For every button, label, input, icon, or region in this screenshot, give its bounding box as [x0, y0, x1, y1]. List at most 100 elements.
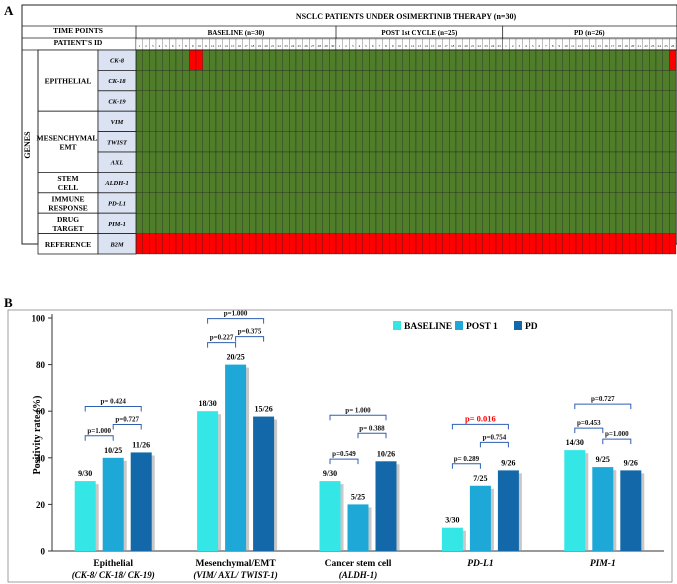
heatmap-cell-negative [302, 70, 310, 91]
heatmap-cell-positive [589, 233, 597, 255]
patient-id-label: 17 [611, 44, 615, 48]
p-value-label: p= 1.000 [345, 406, 371, 414]
heatmap-cell-negative [409, 151, 417, 173]
heatmap-cell-negative [302, 111, 310, 132]
heatmap-cell-negative [235, 172, 243, 193]
heatmap-cell-negative [575, 90, 583, 112]
heatmap-cell-negative [422, 70, 430, 91]
heatmap-cell-negative [169, 70, 177, 91]
heatmap-cell-negative [222, 172, 230, 193]
heatmap-cell-negative [469, 111, 477, 132]
heatmap-cell-negative [249, 111, 257, 132]
heatmap-cell-negative [229, 192, 237, 214]
heatmap-cell-negative [169, 90, 177, 112]
heatmap-cell-negative [222, 151, 230, 173]
heatmap-cell-negative [429, 172, 437, 193]
heatmap-cell-negative [409, 111, 417, 132]
heatmap-cell-negative [242, 131, 250, 153]
heatmap-cell-negative [442, 70, 450, 91]
heatmap-cell-negative [529, 70, 537, 91]
heatmap-cell-negative [269, 151, 277, 173]
heatmap-cell-negative [455, 131, 463, 153]
heatmap-cell-negative [209, 151, 217, 173]
panel-label-b: B [4, 295, 13, 310]
heatmap-cell-positive [489, 233, 497, 255]
heatmap-cell-negative [362, 111, 370, 132]
y-tick-label: 20 [36, 500, 46, 510]
heatmap-cell-negative [522, 49, 530, 71]
heatmap-cell-negative [322, 151, 330, 173]
heatmap-cell-negative [615, 70, 623, 91]
patient-id-label: 4 [359, 44, 361, 48]
heatmap-cell-negative [142, 49, 150, 71]
heatmap-cell-negative [155, 90, 163, 112]
heatmap-cell-negative [615, 192, 623, 214]
heatmap-cell-negative [515, 192, 523, 214]
p-value-label: p= 0.424 [101, 397, 127, 405]
heatmap-cell-negative [349, 131, 357, 153]
heatmap-cell-negative [309, 49, 317, 71]
heatmap-cell-negative [662, 151, 670, 173]
heatmap-title: NSCLC PATIENTS UNDER OSIMERTINIB THERAPY… [296, 12, 517, 21]
y-tick-label: 0 [41, 547, 46, 557]
heatmap-cell-negative [189, 213, 197, 234]
heatmap-cell-negative [135, 49, 143, 71]
heatmap-cell-negative [549, 172, 557, 193]
legend-swatch [455, 321, 463, 330]
heatmap-cell-negative [229, 131, 237, 153]
patient-id-label: 29 [324, 44, 328, 48]
heatmap-cell-negative [382, 213, 390, 234]
heatmap-cell-positive [289, 233, 297, 255]
heatmap-cell-negative [495, 151, 503, 173]
bar-baseline [197, 411, 219, 551]
heatmap-cell-negative [569, 151, 577, 173]
heatmap-cell-negative [555, 213, 563, 234]
heatmap-cell-negative [329, 90, 337, 112]
heatmap-cell-negative [509, 172, 517, 193]
heatmap-cell-negative [215, 213, 223, 234]
time-point-label: BASELINE (n=30) [208, 29, 265, 37]
heatmap-cell-positive [609, 233, 617, 255]
heatmap-cell-negative [449, 151, 457, 173]
heatmap-cell-positive [282, 233, 290, 255]
heatmap-cell-negative [349, 111, 357, 132]
bar-value-label: 9/26 [624, 458, 638, 467]
heatmap-cell-negative [202, 151, 210, 173]
heatmap-cell-negative [609, 213, 617, 234]
heatmap-cell-negative [669, 151, 677, 173]
heatmap-cell-negative [542, 70, 550, 91]
heatmap-cell-negative [602, 70, 610, 91]
heatmap-cell-negative [562, 90, 570, 112]
heatmap-cell-negative [482, 70, 490, 91]
heatmap-cell-negative [222, 213, 230, 234]
heatmap-cell-negative [502, 70, 510, 91]
patient-id-label: 9 [392, 44, 394, 48]
heatmap-cell-negative [275, 192, 283, 214]
heatmap-cell-negative [142, 131, 150, 153]
heatmap-cell-negative [175, 151, 183, 173]
heatmap-cell-negative [535, 213, 543, 234]
patient-id-label: 10 [564, 44, 568, 48]
heatmap-cell-negative [495, 131, 503, 153]
heatmap-cell-negative [382, 70, 390, 91]
heatmap-cell-negative [375, 151, 383, 173]
heatmap-cell-negative [322, 90, 330, 112]
heatmap-cell-negative [489, 49, 497, 71]
heatmap-cell-negative [329, 213, 337, 234]
patient-id-label: 15 [598, 44, 602, 48]
heatmap-cell-negative [222, 70, 230, 91]
bar-pd [497, 470, 519, 551]
x-category-sublabel: (ALDH-1) [339, 570, 378, 580]
bar-post-1 [592, 467, 614, 551]
p-value-label: p=0.727 [591, 395, 615, 403]
heatmap-cell-negative [449, 70, 457, 91]
heatmap-cell-positive [669, 49, 677, 71]
heatmap-cell-negative [462, 213, 470, 234]
heatmap-cell-negative [395, 192, 403, 214]
heatmap-cell-negative [669, 70, 677, 91]
heatmap-labels: BASELINE (n=30)1 2 3 4 5 6 7 8 9 10 11 12 13 14 15 16 17… [22, 25, 677, 255]
heatmap-cell-negative [369, 192, 377, 214]
heatmap-cell-negative [622, 151, 630, 173]
heatmap-cell-negative [355, 90, 363, 112]
heatmap-cell-negative [289, 151, 297, 173]
